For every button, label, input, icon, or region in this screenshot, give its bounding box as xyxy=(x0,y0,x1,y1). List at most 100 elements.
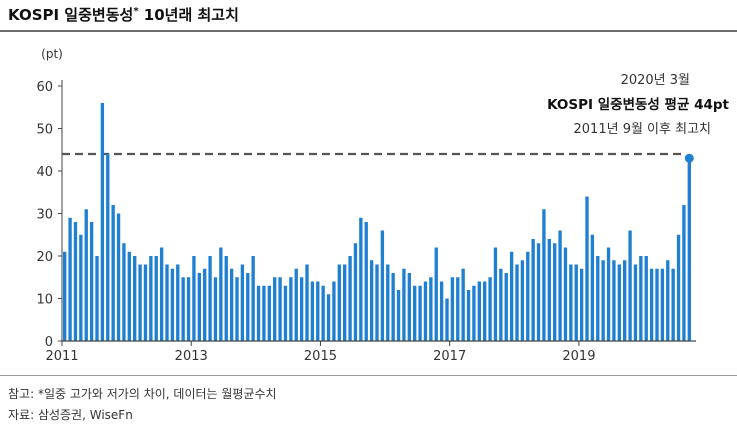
peak-marker xyxy=(684,153,694,163)
bar xyxy=(413,285,417,341)
bar xyxy=(122,243,126,341)
footnote-reference: 참고: *일중 고가와 저가의 차이, 데이터는 월평균수치 xyxy=(8,387,277,401)
bar xyxy=(418,285,422,341)
bar xyxy=(143,264,148,341)
bar xyxy=(348,256,352,341)
bar xyxy=(574,264,578,341)
bar xyxy=(364,222,368,341)
bar xyxy=(380,230,385,341)
bar xyxy=(461,268,465,341)
bar xyxy=(617,264,621,341)
bar xyxy=(553,243,557,341)
bar xyxy=(321,285,325,341)
bar xyxy=(569,264,573,341)
bar xyxy=(79,234,83,341)
title-footnote-star: * xyxy=(133,6,139,17)
bar xyxy=(359,217,363,341)
bar xyxy=(224,256,228,341)
bar xyxy=(235,277,239,341)
bar xyxy=(612,260,616,341)
bar xyxy=(251,256,255,341)
bar xyxy=(531,239,535,341)
bar xyxy=(596,256,600,341)
bar xyxy=(229,268,234,341)
bar xyxy=(159,247,164,341)
annotation-date: 2020년 3월 xyxy=(621,73,690,88)
bar xyxy=(456,277,460,341)
y-tick-label: 40 xyxy=(36,165,53,180)
bar-series xyxy=(63,103,694,341)
x-tick-label: 2017 xyxy=(433,349,466,364)
bar xyxy=(649,268,654,341)
annotation-note: 2011년 9월 이후 최고치 xyxy=(574,122,711,137)
x-axis: 2011 2013 2015 2017 2019 xyxy=(45,340,696,364)
bar xyxy=(483,281,487,341)
bar xyxy=(63,251,67,341)
bar xyxy=(213,277,218,341)
bar xyxy=(391,273,395,341)
bar xyxy=(100,103,105,341)
bar xyxy=(386,264,390,341)
bar xyxy=(267,285,271,341)
bar xyxy=(520,260,525,341)
x-tick-label: 2011 xyxy=(45,349,78,364)
y-tick-label: 30 xyxy=(36,208,53,223)
title-tail: 10년래 최고치 xyxy=(138,6,239,24)
bar xyxy=(563,247,568,341)
bar xyxy=(477,281,481,341)
bar xyxy=(542,209,546,341)
bar xyxy=(95,256,99,341)
bar xyxy=(488,277,492,341)
bar xyxy=(192,256,196,341)
bar xyxy=(73,222,78,341)
bar xyxy=(660,268,665,341)
bar xyxy=(547,239,551,341)
bar xyxy=(149,256,153,341)
bar xyxy=(208,256,212,341)
x-tick-label: 2015 xyxy=(304,349,337,364)
bar xyxy=(499,268,503,341)
bar xyxy=(601,260,605,341)
bar xyxy=(536,243,541,341)
bar xyxy=(682,205,686,341)
bar xyxy=(219,247,223,341)
bar xyxy=(606,247,611,341)
bottom-rule xyxy=(0,375,737,376)
bar xyxy=(170,268,175,341)
bar xyxy=(332,281,336,341)
bar xyxy=(402,268,406,341)
bar xyxy=(337,264,341,341)
bar xyxy=(353,243,358,341)
bar xyxy=(633,264,638,341)
top-rule xyxy=(0,30,737,32)
bar xyxy=(84,209,88,341)
bar xyxy=(106,154,110,341)
bar xyxy=(585,196,589,341)
bar xyxy=(666,260,670,341)
bar xyxy=(644,256,648,341)
bar xyxy=(154,256,158,341)
bar xyxy=(273,277,277,341)
bar xyxy=(423,281,428,341)
bar xyxy=(283,285,288,341)
bar xyxy=(289,277,293,341)
title-main: KOSPI 일중변동성 xyxy=(8,6,134,24)
bar xyxy=(262,285,266,341)
bar xyxy=(369,260,374,341)
bar xyxy=(472,285,476,341)
bar xyxy=(133,256,137,341)
bar xyxy=(687,158,691,341)
bar xyxy=(515,264,519,341)
bar xyxy=(445,298,449,341)
bar xyxy=(326,294,331,341)
bar xyxy=(127,251,131,341)
bar xyxy=(466,290,471,341)
bar xyxy=(138,264,142,341)
bar xyxy=(558,230,562,341)
bar xyxy=(429,277,433,341)
bar xyxy=(434,247,438,341)
bar xyxy=(256,285,261,341)
bar xyxy=(165,264,169,341)
y-unit-label: (pt) xyxy=(41,47,63,61)
